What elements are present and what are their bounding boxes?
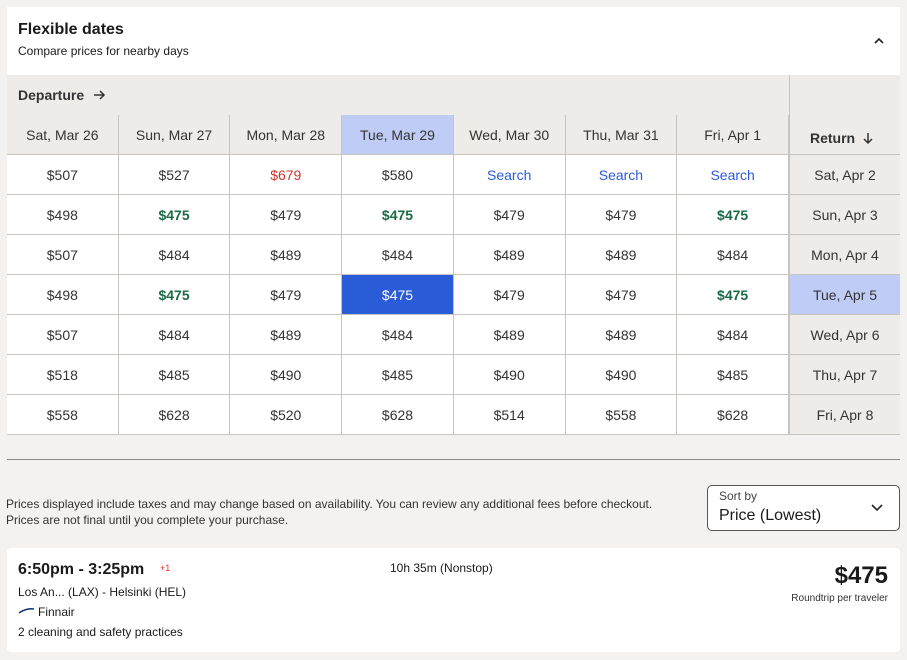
safety: 2 cleaning and safety practices	[18, 625, 183, 639]
title: Flexible dates	[18, 21, 124, 38]
sort-select[interactable]	[707, 485, 900, 531]
departure-bar	[7, 75, 789, 116]
price-cell[interactable]: $475	[677, 195, 789, 235]
search-link[interactable]: Search	[453, 155, 566, 195]
price-cell[interactable]: $498	[7, 195, 119, 235]
disclaimer-line: Prices displayed include taxes and may c…	[6, 497, 653, 511]
price-note: Roundtrip per traveler	[791, 593, 888, 604]
price-cell[interactable]: $628	[677, 395, 789, 435]
price-cell[interactable]: $479	[565, 275, 678, 315]
return-date[interactable]: Wed, Apr 6	[789, 315, 900, 355]
return-header	[789, 75, 900, 155]
price-cell[interactable]: $507	[7, 235, 119, 275]
day-offset: +1	[160, 563, 171, 573]
price-cell[interactable]: $507	[7, 315, 119, 355]
search-link[interactable]: Search	[677, 155, 789, 195]
sort-label: Sort by	[719, 489, 758, 503]
price-cell[interactable]: $484	[118, 315, 231, 355]
price-cell[interactable]: $507	[7, 155, 119, 195]
price-cell[interactable]: $489	[230, 235, 343, 275]
price-cell[interactable]: $475	[342, 275, 454, 315]
duration: 10h 35m (Nonstop)	[390, 561, 493, 575]
price-cell[interactable]: $479	[453, 195, 566, 235]
departure-date[interactable]: Wed, Mar 30	[453, 115, 566, 155]
return-date[interactable]: Tue, Apr 5	[789, 275, 900, 315]
price-cell[interactable]: $475	[118, 195, 231, 235]
collapse-icon[interactable]	[872, 35, 886, 47]
price-cell[interactable]: $628	[342, 395, 454, 435]
price-cell[interactable]: $479	[565, 195, 678, 235]
flight-card[interactable]	[7, 548, 900, 652]
price-cell[interactable]: $485	[677, 355, 789, 395]
price-cell[interactable]: $628	[118, 395, 231, 435]
sort-value: Price (Lowest)	[719, 507, 822, 524]
arrow-right	[94, 90, 106, 100]
return-date[interactable]: Thu, Apr 7	[789, 355, 900, 395]
dropdown-icon	[871, 504, 883, 512]
departure-label: Departure	[18, 87, 85, 103]
price-cell[interactable]: $479	[230, 195, 343, 235]
price-cell[interactable]: $490	[230, 355, 343, 395]
price-cell[interactable]: $489	[453, 235, 566, 275]
price-cell[interactable]: $520	[230, 395, 343, 435]
departure-date[interactable]: Tue, Mar 29	[342, 115, 454, 155]
price-cell[interactable]: $479	[230, 275, 343, 315]
price-cell[interactable]: $484	[677, 235, 789, 275]
divider	[7, 459, 900, 460]
subtitle: Compare prices for nearby days	[18, 44, 189, 58]
route: Los An... (LAX) - Helsinki (HEL)	[18, 585, 187, 599]
price-cell[interactable]: $484	[342, 235, 454, 275]
airline-logo	[18, 608, 35, 614]
price-cell[interactable]: $489	[230, 315, 343, 355]
departure-date[interactable]: Sun, Mar 27	[118, 115, 231, 155]
price-cell[interactable]: $558	[565, 395, 678, 435]
price-cell[interactable]: $490	[565, 355, 678, 395]
price-cell[interactable]: $489	[565, 315, 678, 355]
price-cell[interactable]: $485	[118, 355, 231, 395]
arrow-down	[863, 133, 873, 145]
return-date[interactable]: Sat, Apr 2	[789, 155, 900, 195]
price-cell[interactable]: $518	[7, 355, 119, 395]
price-cell[interactable]: $489	[565, 235, 678, 275]
return-label: Return	[810, 130, 856, 146]
return-date[interactable]: Sun, Apr 3	[789, 195, 900, 235]
price-cell[interactable]: $490	[453, 355, 566, 395]
price-cell[interactable]: $475	[118, 275, 231, 315]
price-cell[interactable]: $558	[7, 395, 119, 435]
price-cell[interactable]: $489	[453, 315, 566, 355]
price-cell[interactable]: $479	[453, 275, 566, 315]
departure-date[interactable]: Mon, Mar 28	[230, 115, 343, 155]
return-date[interactable]: Fri, Apr 8	[789, 395, 900, 435]
price-cell[interactable]: $679	[230, 155, 343, 195]
flight-price: $475	[834, 562, 888, 589]
search-link[interactable]: Search	[565, 155, 678, 195]
price-cell[interactable]: $514	[453, 395, 566, 435]
departure-date[interactable]: Sat, Mar 26	[7, 115, 119, 155]
price-cell[interactable]: $475	[342, 195, 454, 235]
price-cell[interactable]: $498	[7, 275, 119, 315]
price-cell[interactable]: $484	[677, 315, 789, 355]
price-cell[interactable]: $485	[342, 355, 454, 395]
price-cell[interactable]: $580	[342, 155, 454, 195]
price-cell[interactable]: $475	[677, 275, 789, 315]
departure-date[interactable]: Thu, Mar 31	[565, 115, 678, 155]
price-cell[interactable]: $484	[342, 315, 454, 355]
price-cell[interactable]: $527	[118, 155, 231, 195]
departure-date[interactable]: Fri, Apr 1	[677, 115, 789, 155]
flight-times: 6:50pm - 3:25pm	[18, 561, 145, 578]
price-cell[interactable]: $484	[118, 235, 231, 275]
return-date[interactable]: Mon, Apr 4	[789, 235, 900, 275]
airline: Finnair	[38, 605, 75, 619]
disclaimer-line: Prices are not final until you complete …	[6, 513, 289, 527]
